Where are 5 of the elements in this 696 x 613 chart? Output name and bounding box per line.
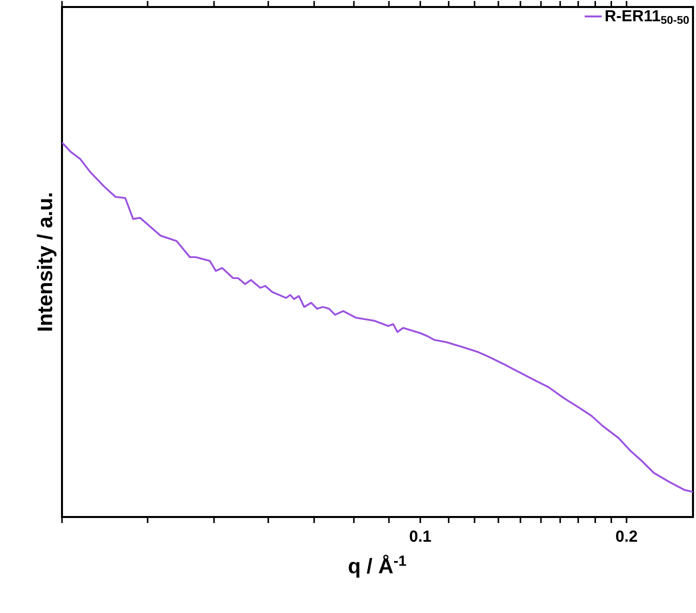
y-axis-title: Intensity / a.u. bbox=[36, 193, 56, 331]
legend-label: R-ER11$_{50-50}$ bbox=[606, 10, 689, 24]
x-axis-title: q / Å$^{-1}$ bbox=[348, 554, 406, 578]
x-tick-label: 0.2 bbox=[616, 530, 638, 542]
x-tick-label: 0.1 bbox=[410, 530, 431, 542]
